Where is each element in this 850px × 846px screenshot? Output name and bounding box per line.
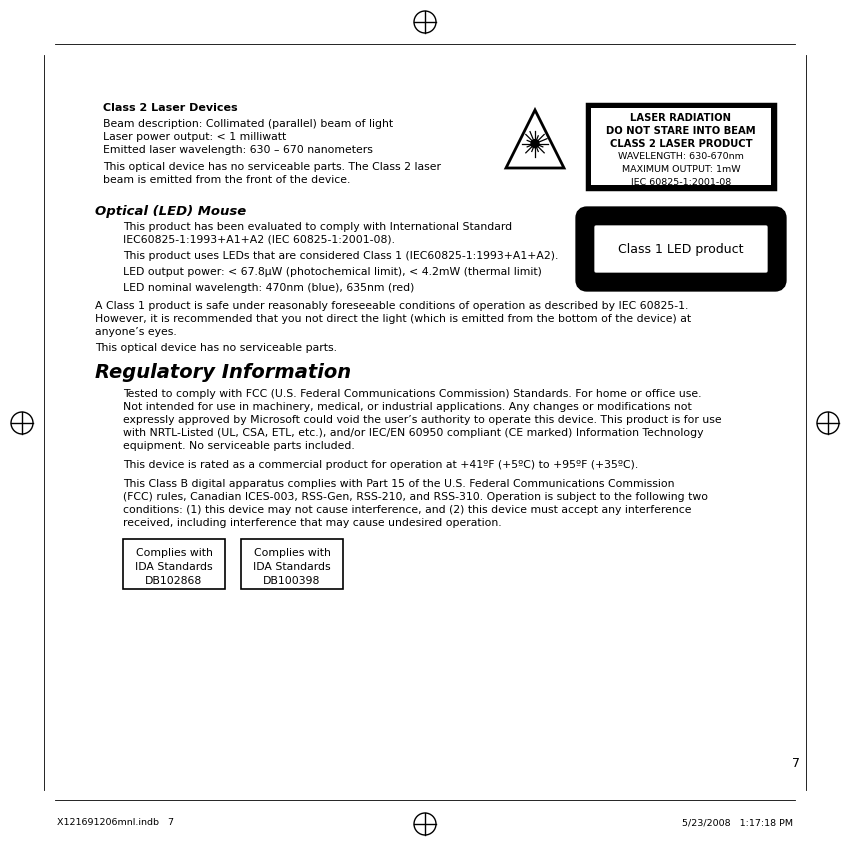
Text: IEC 60825-1:2001-08: IEC 60825-1:2001-08 — [631, 178, 731, 187]
Text: IEC60825-1:1993+A1+A2 (IEC 60825-1:2001-08).: IEC60825-1:1993+A1+A2 (IEC 60825-1:2001-… — [123, 235, 395, 245]
Text: LED nominal wavelength: 470nm (blue), 635nm (red): LED nominal wavelength: 470nm (blue), 63… — [123, 283, 414, 293]
Text: WAVELENGTH: 630-670nm: WAVELENGTH: 630-670nm — [618, 152, 744, 161]
Text: IDA Standards: IDA Standards — [253, 562, 331, 572]
Text: beam is emitted from the front of the device.: beam is emitted from the front of the de… — [103, 175, 350, 185]
Text: with NRTL-Listed (UL, CSA, ETL, etc.), and/or IEC/EN 60950 compliant (CE marked): with NRTL-Listed (UL, CSA, ETL, etc.), a… — [123, 428, 704, 438]
Text: Optical (LED) Mouse: Optical (LED) Mouse — [95, 205, 246, 218]
Text: A Class 1 product is safe under reasonably foreseeable conditions of operation a: A Class 1 product is safe under reasonab… — [95, 301, 689, 311]
Text: This optical device has no serviceable parts. The Class 2 laser: This optical device has no serviceable p… — [103, 162, 441, 172]
Text: Class 1 LED product: Class 1 LED product — [618, 244, 744, 256]
Text: DB100398: DB100398 — [264, 576, 320, 586]
Text: MAXIMUM OUTPUT: 1mW: MAXIMUM OUTPUT: 1mW — [621, 165, 740, 174]
Text: anyone’s eyes.: anyone’s eyes. — [95, 327, 177, 337]
Text: LED output power: < 67.8µW (photochemical limit), < 4.2mW (thermal limit): LED output power: < 67.8µW (photochemica… — [123, 267, 542, 277]
Text: Complies with: Complies with — [253, 548, 331, 558]
Text: CLASS 2 LASER PRODUCT: CLASS 2 LASER PRODUCT — [609, 139, 752, 149]
Text: equipment. No serviceable parts included.: equipment. No serviceable parts included… — [123, 441, 354, 451]
Text: Regulatory Information: Regulatory Information — [95, 363, 351, 382]
Text: DO NOT STARE INTO BEAM: DO NOT STARE INTO BEAM — [606, 126, 756, 136]
Text: IDA Standards: IDA Standards — [135, 562, 212, 572]
Text: conditions: (1) this device may not cause interference, and (2) this device must: conditions: (1) this device may not caus… — [123, 505, 692, 515]
Text: DB102868: DB102868 — [145, 576, 202, 586]
FancyBboxPatch shape — [583, 214, 779, 284]
Text: This optical device has no serviceable parts.: This optical device has no serviceable p… — [95, 343, 337, 353]
FancyBboxPatch shape — [241, 539, 343, 589]
Text: This product has been evaluated to comply with International Standard: This product has been evaluated to compl… — [123, 222, 512, 232]
Text: However, it is recommended that you not direct the light (which is emitted from : However, it is recommended that you not … — [95, 314, 691, 324]
Text: expressly approved by Microsoft could void the user’s authority to operate this : expressly approved by Microsoft could vo… — [123, 415, 722, 425]
Text: Not intended for use in machinery, medical, or industrial applications. Any chan: Not intended for use in machinery, medic… — [123, 402, 692, 412]
Text: X121691206mnl.indb   7: X121691206mnl.indb 7 — [57, 818, 174, 827]
Circle shape — [531, 140, 539, 148]
Text: Tested to comply with FCC (U.S. Federal Communications Commission) Standards. Fo: Tested to comply with FCC (U.S. Federal … — [123, 389, 701, 399]
Text: Emitted laser wavelength: 630 – 670 nanometers: Emitted laser wavelength: 630 – 670 nano… — [103, 145, 373, 155]
Text: LASER RADIATION: LASER RADIATION — [631, 113, 732, 123]
Text: This device is rated as a commercial product for operation at +41ºF (+5ºC) to +9: This device is rated as a commercial pro… — [123, 460, 638, 470]
FancyBboxPatch shape — [594, 225, 768, 273]
Text: Beam description: Collimated (parallel) beam of light: Beam description: Collimated (parallel) … — [103, 119, 393, 129]
Text: Complies with: Complies with — [135, 548, 212, 558]
Text: received, including interference that may cause undesired operation.: received, including interference that ma… — [123, 518, 501, 528]
FancyBboxPatch shape — [123, 539, 225, 589]
Text: Laser power output: < 1 milliwatt: Laser power output: < 1 milliwatt — [103, 132, 286, 142]
Text: This product uses LEDs that are considered Class 1 (IEC60825-1:1993+A1+A2).: This product uses LEDs that are consider… — [123, 251, 558, 261]
FancyBboxPatch shape — [591, 108, 771, 185]
Text: Class 2 Laser Devices: Class 2 Laser Devices — [103, 103, 238, 113]
Text: 5/23/2008   1:17:18 PM: 5/23/2008 1:17:18 PM — [682, 818, 793, 827]
Text: This Class B digital apparatus complies with Part 15 of the U.S. Federal Communi: This Class B digital apparatus complies … — [123, 479, 675, 489]
Text: (FCC) rules, Canadian ICES-003, RSS-Gen, RSS-210, and RSS-310. Operation is subj: (FCC) rules, Canadian ICES-003, RSS-Gen,… — [123, 492, 708, 502]
FancyBboxPatch shape — [587, 104, 775, 189]
Text: 7: 7 — [792, 757, 800, 770]
